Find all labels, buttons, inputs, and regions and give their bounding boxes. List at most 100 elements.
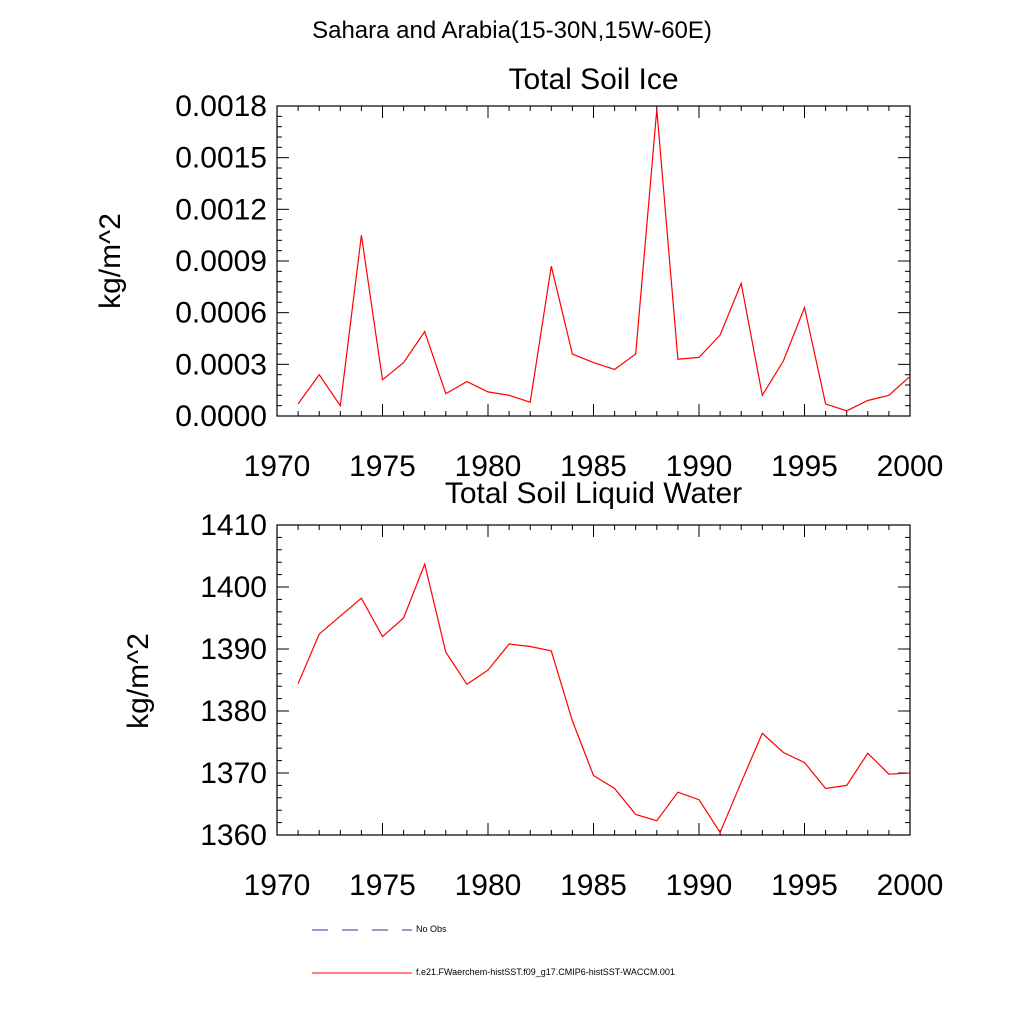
x-tick-label: 1985: [560, 450, 627, 483]
data-point: [403, 362, 405, 364]
y-axis-label: kg/m^2: [94, 213, 127, 309]
chart-panel-1: 1970 1975 1980 1985 1990 1995 2000 0.0000 0.0003…: [94, 63, 943, 483]
y-tick-label: 1360: [200, 819, 267, 852]
data-point: [403, 617, 405, 619]
y-tick-label: 1410: [200, 509, 267, 542]
data-point: [508, 643, 510, 645]
data-point: [382, 379, 384, 381]
y-tick-label: 0.0003: [175, 348, 267, 381]
legend-label-model: f.e21.FWaerchem-histSST.f09_g17.CMIP6-hi…: [416, 967, 675, 977]
data-point: [719, 832, 721, 834]
data-point: [867, 752, 869, 754]
data-point: [360, 597, 362, 599]
y-axis-label: kg/m^2: [122, 633, 155, 729]
data-point: [825, 788, 827, 790]
data-point: [909, 772, 911, 774]
x-tick-label: 1995: [771, 869, 838, 902]
series-line: [297, 109, 911, 412]
data-point: [635, 353, 637, 355]
x-tick-label: 2000: [877, 869, 944, 902]
y-tick-label: 0.0000: [175, 400, 267, 433]
data-point: [529, 646, 531, 648]
data-point: [571, 720, 573, 722]
y-tick-label: 0.0015: [175, 142, 267, 175]
data-point: [550, 265, 552, 267]
data-point: [846, 410, 848, 412]
data-point: [318, 633, 320, 635]
data-point: [888, 773, 890, 775]
data-point: [909, 375, 911, 377]
x-tick-label: 1980: [455, 869, 522, 902]
data-point: [487, 391, 489, 393]
data-point: [508, 394, 510, 396]
data-point: [614, 369, 616, 371]
data-point: [740, 781, 742, 783]
plot-frame: [276, 105, 911, 417]
data-point: [677, 358, 679, 360]
data-point: [656, 108, 658, 110]
data-point: [297, 403, 299, 405]
y-tick-label: 1390: [200, 633, 267, 666]
legend: [312, 929, 412, 974]
data-point: [339, 405, 341, 407]
data-point: [698, 356, 700, 358]
data-point: [550, 650, 552, 652]
chart-title: Total Soil Liquid Water: [445, 477, 742, 510]
data-point: [297, 683, 299, 685]
data-point: [382, 636, 384, 638]
y-tick-label: 0.0012: [175, 193, 267, 226]
data-point: [804, 307, 806, 309]
data-point: [466, 683, 468, 685]
data-point: [614, 788, 616, 790]
data-point: [740, 282, 742, 284]
data-point: [698, 799, 700, 801]
plot-frame: [276, 524, 911, 836]
data-point: [719, 334, 721, 336]
data-point: [761, 394, 763, 396]
legend-label-no-obs: No Obs: [416, 924, 447, 934]
data-point: [571, 353, 573, 355]
x-tick-label: 1990: [666, 869, 733, 902]
x-tick-label: 1975: [349, 450, 416, 483]
data-point: [677, 791, 679, 793]
x-tick-label: 1990: [666, 450, 733, 483]
data-point: [867, 400, 869, 402]
series-line: [297, 562, 911, 834]
data-point: [761, 732, 763, 734]
x-tick-label: 1970: [244, 450, 311, 483]
x-tick-label: 1985: [560, 869, 627, 902]
data-point: [487, 669, 489, 671]
y-tick-label: 1370: [200, 757, 267, 790]
x-tick-label: 2000: [877, 450, 944, 483]
data-point: [318, 374, 320, 376]
data-point: [445, 393, 447, 395]
x-tick-label: 1975: [349, 869, 416, 902]
y-tick-label: 0.0018: [175, 90, 267, 123]
x-tick-label: 1970: [244, 869, 311, 902]
data-point: [635, 814, 637, 816]
x-tick-label: 1980: [455, 450, 522, 483]
data-point: [593, 774, 595, 776]
data-point: [424, 331, 426, 333]
y-tick-label: 0.0006: [175, 297, 267, 330]
data-point: [360, 234, 362, 236]
data-point: [888, 394, 890, 396]
data-point: [339, 615, 341, 617]
data-point: [466, 381, 468, 383]
y-tick-label: 1400: [200, 571, 267, 604]
data-point: [804, 761, 806, 763]
data-point: [593, 362, 595, 364]
chart-title: Total Soil Ice: [508, 63, 678, 96]
data-point: [424, 563, 426, 565]
data-point: [825, 403, 827, 405]
chart-panel-2: 1970 1975 1980 1985 1990 1995 2000 1360 1370 1380…: [122, 477, 943, 902]
figure-title: Sahara and Arabia(15-30N,15W-60E): [312, 17, 712, 44]
data-point: [782, 752, 784, 754]
data-point: [445, 651, 447, 653]
data-point: [656, 820, 658, 822]
y-tick-label: 0.0009: [175, 245, 267, 278]
x-tick-label: 1995: [771, 450, 838, 483]
data-point: [782, 360, 784, 362]
data-point: [846, 784, 848, 786]
